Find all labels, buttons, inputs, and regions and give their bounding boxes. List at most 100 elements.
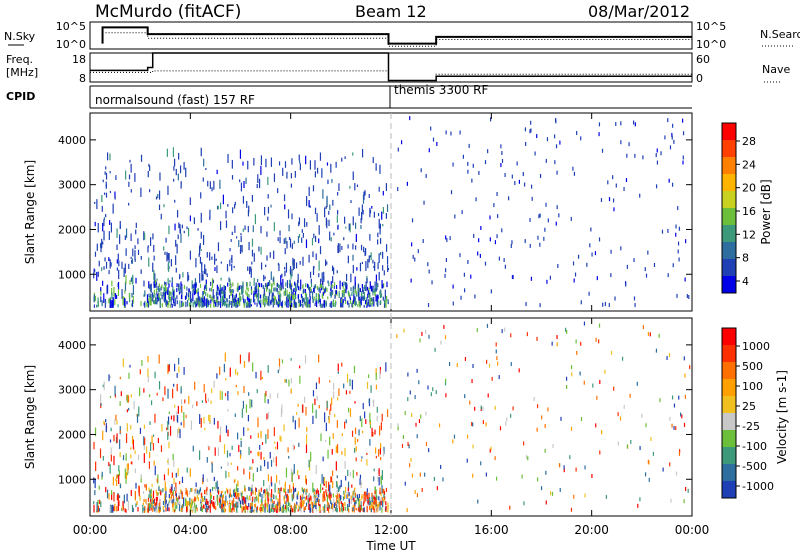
velocity-echo xyxy=(143,444,145,451)
velocity-echo xyxy=(274,504,276,509)
velocity-echo xyxy=(250,491,252,496)
velocity-echo xyxy=(132,507,134,512)
power-echo xyxy=(298,154,300,161)
power-echo xyxy=(634,122,636,127)
velocity-echo xyxy=(421,331,423,336)
power-echo xyxy=(119,225,121,229)
power-echo xyxy=(97,271,99,277)
velocity-echo xyxy=(298,505,300,510)
velocity-echo xyxy=(333,391,335,399)
velocity-echo xyxy=(201,492,203,497)
velocity-echo xyxy=(181,476,184,484)
velocity-echo xyxy=(495,476,498,481)
velocity-echo xyxy=(166,427,168,430)
power-echo xyxy=(503,258,505,263)
power-echo xyxy=(308,199,310,208)
power-echo xyxy=(530,184,533,189)
velocity-echo xyxy=(261,494,263,504)
power-echo xyxy=(243,180,245,189)
velocity-echo xyxy=(155,497,157,502)
velocity-echo xyxy=(421,487,423,492)
power-echo xyxy=(343,292,345,297)
power-echo xyxy=(314,171,317,178)
velocity-echo xyxy=(675,471,678,476)
power-echo xyxy=(372,157,374,164)
velocity-echo xyxy=(145,484,147,491)
velocity-echo xyxy=(452,439,454,444)
power-echo xyxy=(322,189,324,199)
velocity-echo xyxy=(580,417,583,422)
power-echo xyxy=(246,300,249,305)
velocity-echo xyxy=(137,507,139,512)
velocity-echo xyxy=(335,494,337,498)
cpid-label: CPID xyxy=(6,90,35,103)
power-echo xyxy=(201,262,203,273)
power-echo xyxy=(152,292,154,297)
power-echo xyxy=(196,302,198,307)
power-echo xyxy=(108,231,110,240)
power-echo xyxy=(328,282,330,287)
velocity-echo xyxy=(256,506,258,513)
velocity-echo xyxy=(126,394,128,403)
power-echo xyxy=(143,294,145,297)
power-echo xyxy=(452,301,454,306)
power-echo xyxy=(386,256,389,265)
power-echo xyxy=(219,292,221,297)
velocity-echo xyxy=(209,501,212,508)
velocity-echo xyxy=(233,489,235,497)
velocity-echo xyxy=(145,498,148,505)
power-echo xyxy=(276,282,279,287)
power-echo xyxy=(381,280,383,289)
velocity-echo xyxy=(315,504,317,509)
velocity-echo xyxy=(180,489,182,494)
velocity-echo xyxy=(222,503,225,508)
power-echo xyxy=(511,274,514,279)
velocity-echo xyxy=(241,506,243,511)
power-echo xyxy=(314,235,317,242)
power-echo xyxy=(265,264,267,268)
velocity-echo xyxy=(287,497,289,502)
power-echo xyxy=(184,295,187,300)
velocity-echo xyxy=(209,495,212,500)
velocity-echo xyxy=(183,497,185,507)
velocity-echo xyxy=(311,505,313,512)
velocity-echo xyxy=(330,476,333,482)
velocity-echo xyxy=(119,430,121,434)
velocity-echo xyxy=(229,452,231,457)
velocity-echo xyxy=(160,491,162,496)
power-echo xyxy=(264,207,266,216)
velocity-echo xyxy=(466,434,469,439)
power-echo xyxy=(257,297,259,302)
power-echo xyxy=(354,282,356,293)
power-echo xyxy=(227,204,229,207)
power-echo xyxy=(242,281,244,286)
power-echo xyxy=(187,271,189,282)
velocity-echo xyxy=(416,368,418,373)
velocity-echo xyxy=(294,420,296,430)
velocity-echo xyxy=(319,507,321,512)
power-echo xyxy=(366,286,369,291)
velocity-colorbar-tick-label: 500 xyxy=(742,360,763,373)
power-echo xyxy=(156,290,158,295)
power-echo xyxy=(263,291,265,296)
velocity-echo xyxy=(536,404,539,409)
velocity-echo xyxy=(488,363,491,368)
power-echo xyxy=(275,299,277,305)
velocity-echo xyxy=(130,461,132,464)
power-colorbar-segment xyxy=(722,242,736,259)
velocity-echo xyxy=(326,504,328,512)
power-echo xyxy=(238,239,240,248)
velocity-echo xyxy=(341,451,343,455)
velocity-echo xyxy=(407,397,409,402)
velocity-echo xyxy=(260,507,262,512)
velocity-echo xyxy=(325,480,327,488)
noise-left-tick-bottom: 10^0 xyxy=(56,38,86,51)
power-echo xyxy=(267,296,269,301)
power-echo xyxy=(320,303,322,308)
noise-right-label: N.Search xyxy=(760,28,800,41)
velocity-echo xyxy=(409,463,411,468)
power-echo xyxy=(128,293,130,298)
power-echo xyxy=(201,262,203,266)
velocity-echo xyxy=(189,468,191,477)
velocity-echo xyxy=(339,507,341,512)
